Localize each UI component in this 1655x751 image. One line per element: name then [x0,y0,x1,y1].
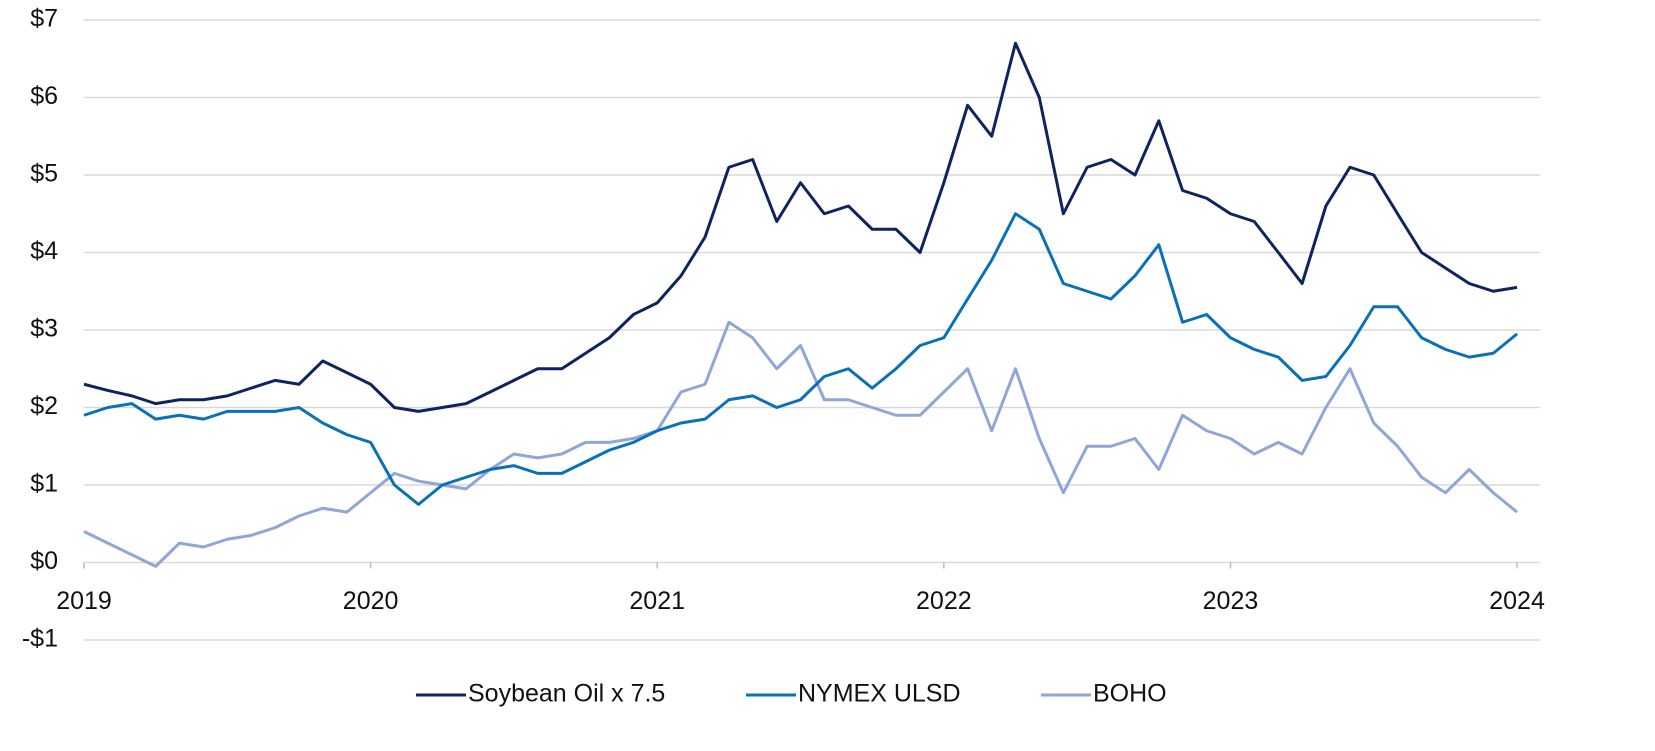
y-tick-label: $3 [30,315,58,343]
x-tick-label: 2022 [916,587,972,615]
legend-label: BOHO [1093,680,1167,708]
y-tick-label: $4 [30,237,58,265]
y-tick-label: $7 [30,5,58,33]
x-tick-label: 2021 [629,587,685,615]
series-line [83,41,1518,413]
x-tick-label: 2023 [1203,587,1259,615]
series-line [83,320,1519,568]
legend-label: NYMEX ULSD [798,680,961,708]
x-tick-label: 2019 [56,587,112,615]
y-tick-label: $6 [30,82,58,110]
x-tick-label: 2024 [1489,587,1545,615]
series-line [83,212,1519,506]
y-tick-label: $2 [30,392,58,420]
x-tick-label: 2020 [343,587,399,615]
y-tick-label: $0 [30,547,58,575]
y-tick-label: -$1 [22,625,58,653]
legend-label: Soybean Oil x 7.5 [468,680,665,708]
y-tick-label: $1 [30,470,58,498]
y-tick-label: $5 [30,160,58,188]
